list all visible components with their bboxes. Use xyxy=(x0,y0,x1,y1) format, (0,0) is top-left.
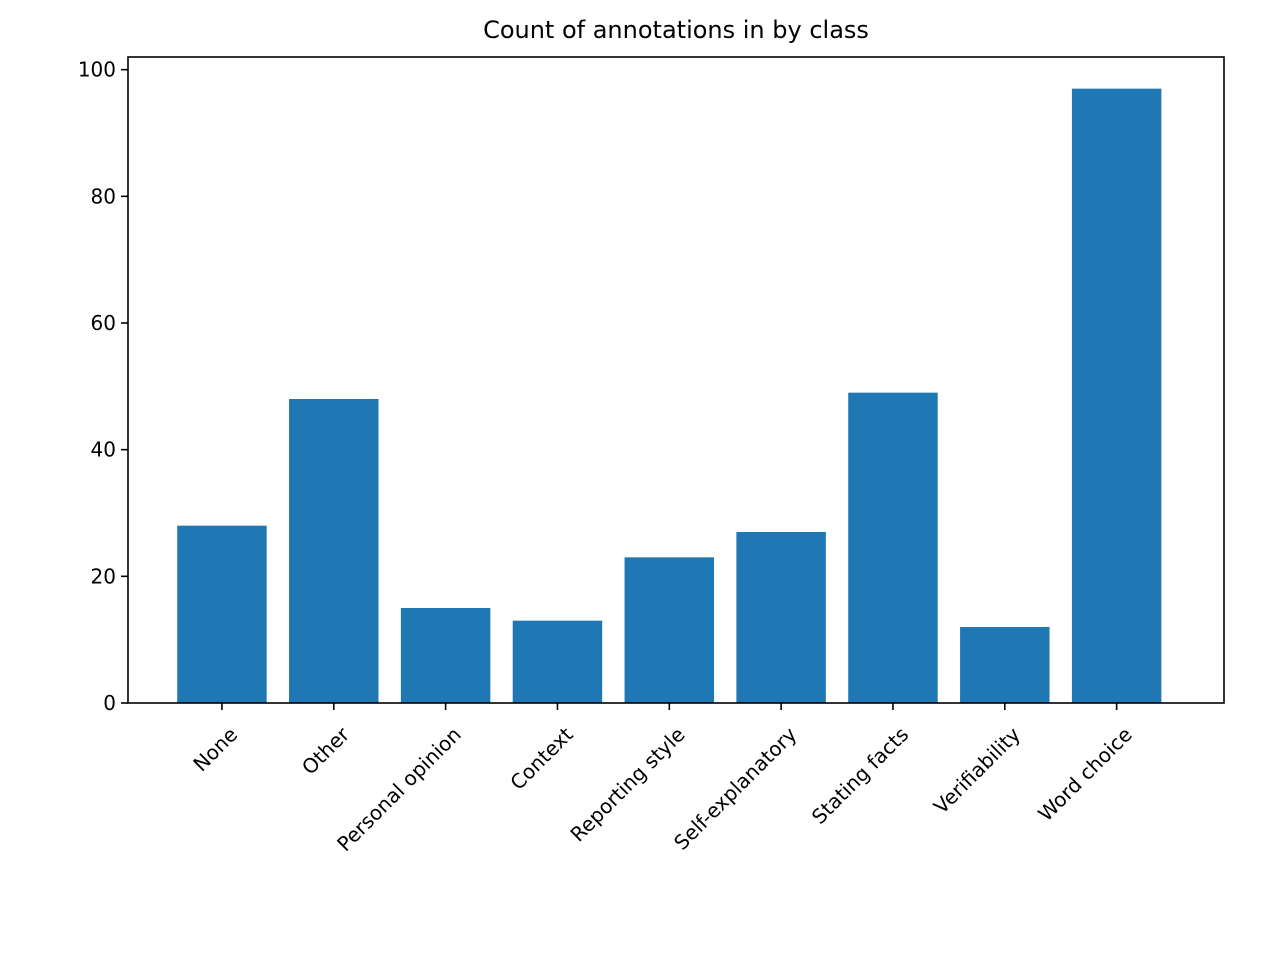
bar-other xyxy=(289,399,379,703)
y-tick-label: 0 xyxy=(103,691,116,715)
y-tick-label: 20 xyxy=(91,564,116,588)
y-tick-label: 80 xyxy=(91,184,116,208)
bar-stating-facts xyxy=(848,392,938,703)
y-tick-label: 40 xyxy=(91,438,116,462)
bar-verifiability xyxy=(960,627,1050,703)
bar-word-choice xyxy=(1071,88,1162,703)
bar-series xyxy=(177,88,1162,703)
y-axis: 0 20 40 60 80 100 xyxy=(78,58,128,715)
bar-self-explanatory xyxy=(736,532,826,703)
plot-frame xyxy=(127,56,1225,704)
bar-context xyxy=(512,620,603,703)
bar-none xyxy=(177,525,267,703)
y-tick-label: 60 xyxy=(91,311,116,335)
bar-personal-opinion xyxy=(400,608,491,703)
chart-title: Count of annotations in by class xyxy=(483,16,869,44)
bar-reporting-style xyxy=(624,557,715,703)
y-tick-label: 100 xyxy=(78,58,116,82)
